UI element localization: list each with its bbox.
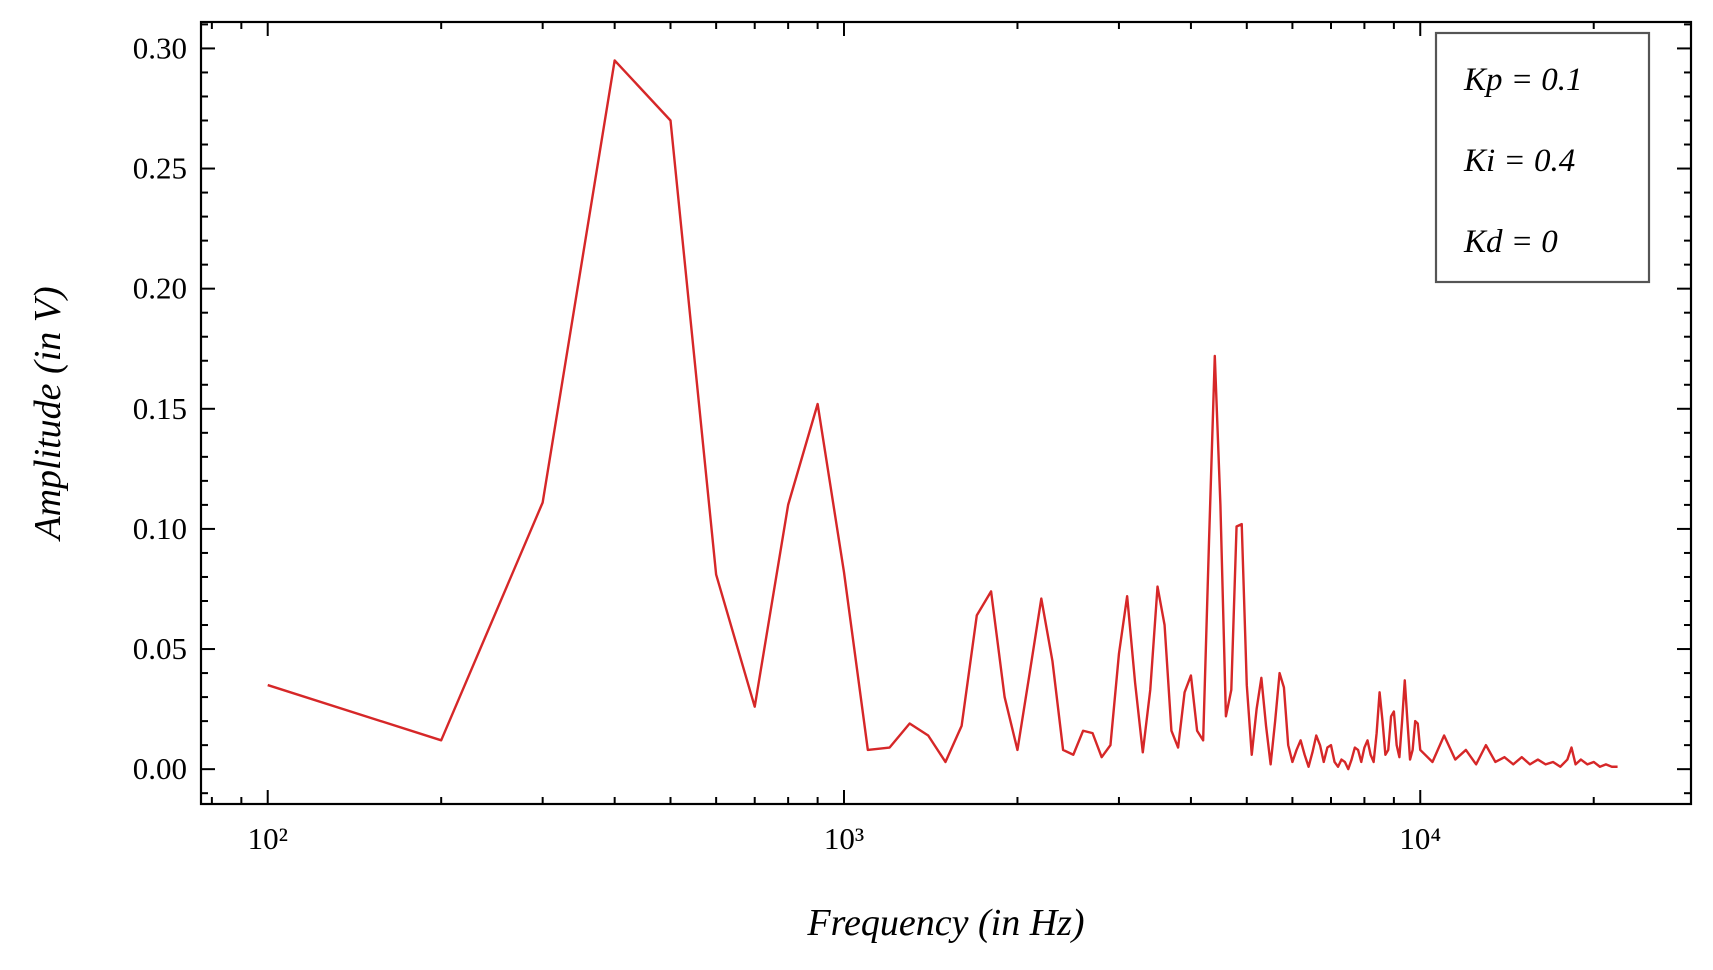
data-line [267, 59, 1618, 771]
y-axis-label: Amplitude (in V) [27, 286, 69, 542]
plot-frame [199, 20, 1693, 806]
y-tick-label: 0.25 [133, 151, 187, 186]
x-tick-label: 10³ [824, 821, 864, 856]
y-tick-label: 0.00 [133, 751, 187, 786]
x-tick-label: 10⁴ [1399, 821, 1441, 856]
x-axis-label: Frequency (in Hz) [806, 902, 1084, 944]
y-tick-label: 0.05 [133, 631, 187, 666]
legend-annotation: Kp = 0.1 [1463, 62, 1583, 98]
legend-annotation: Kd = 0 [1463, 224, 1558, 260]
y-tick-label: 0.30 [133, 30, 187, 65]
y-tick-label: 0.20 [133, 271, 187, 306]
y-tick-label: 0.15 [133, 391, 187, 426]
legend-annotation: Ki = 0.4 [1463, 143, 1575, 179]
legend-box [1434, 31, 1651, 284]
x-tick-label: 10² [248, 821, 288, 856]
y-tick-label: 0.10 [133, 511, 187, 546]
